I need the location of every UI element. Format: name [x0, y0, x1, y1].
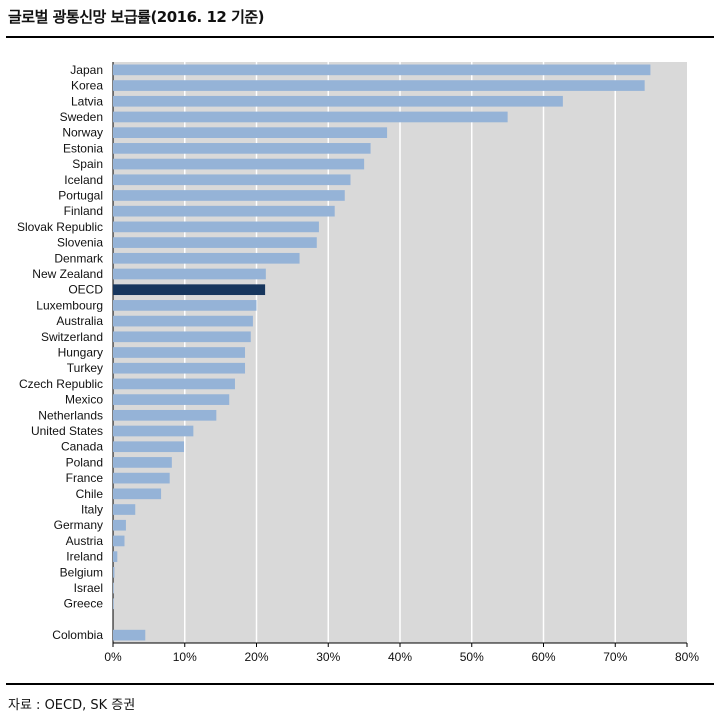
bar-greece: [113, 598, 114, 610]
bar-united-states: [113, 425, 194, 437]
category-label-chile: Chile: [76, 487, 104, 501]
bar-switzerland: [113, 331, 251, 343]
bar-sweden: [113, 111, 508, 123]
category-label-finland: Finland: [64, 204, 103, 218]
bar-belgium: [113, 566, 115, 578]
bar-norway: [113, 127, 388, 139]
category-label-austria: Austria: [66, 534, 104, 548]
bar-iceland: [113, 174, 351, 186]
chart-title: 글로벌 광통신망 보급률(2016. 12 기준): [8, 8, 265, 26]
bar-slovak-republic: [113, 221, 319, 233]
category-label-hungary: Hungary: [58, 346, 103, 360]
category-label-denmark: Denmark: [54, 251, 104, 265]
tick-label-60: 60%: [531, 650, 555, 664]
category-label-slovak-republic: Slovak Republic: [17, 220, 103, 234]
category-label-korea: Korea: [71, 79, 103, 93]
category-label-luxembourg: Luxembourg: [36, 298, 103, 312]
bar-japan: [113, 64, 651, 76]
top-rule: [6, 36, 714, 38]
category-label-estonia: Estonia: [63, 141, 103, 155]
bottom-rule: [6, 683, 714, 685]
category-label-japan: Japan: [70, 63, 103, 77]
category-label-oecd: OECD: [68, 283, 103, 297]
bar-austria: [113, 535, 125, 547]
bar-slovenia: [113, 237, 317, 248]
bar-ireland: [113, 551, 118, 562]
category-label-spain: Spain: [72, 157, 103, 171]
category-label-mexico: Mexico: [65, 393, 103, 407]
bar-estonia: [113, 143, 371, 154]
category-label-sweden: Sweden: [60, 110, 103, 124]
category-label-greece: Greece: [64, 597, 104, 611]
category-label-switzerland: Switzerland: [41, 330, 103, 344]
bar-luxembourg: [113, 300, 257, 311]
category-label-italy: Italy: [81, 503, 103, 517]
category-label-turkey: Turkey: [67, 361, 103, 375]
bar-new-zealand: [113, 268, 266, 280]
category-label-colombia: Colombia: [52, 628, 103, 642]
bar-latvia: [113, 95, 563, 107]
bar-oecd: [113, 284, 266, 296]
bar-turkey: [113, 362, 246, 374]
category-label-new-zealand: New Zealand: [32, 267, 103, 281]
bar-italy: [113, 504, 136, 515]
category-label-australia: Australia: [56, 314, 103, 328]
category-label-germany: Germany: [54, 518, 103, 532]
category-label-ireland: Ireland: [66, 550, 103, 564]
tick-label-40: 40%: [388, 650, 412, 664]
category-label-czech-republic: Czech Republic: [19, 377, 103, 391]
bar-canada: [113, 441, 185, 453]
tick-label-30: 30%: [316, 650, 340, 664]
bars: [113, 64, 651, 641]
tick-label-70: 70%: [603, 650, 627, 664]
bar-colombia: [113, 629, 146, 641]
category-label-slovenia: Slovenia: [57, 236, 103, 250]
category-label-iceland: Iceland: [64, 173, 103, 187]
category-label-netherlands: Netherlands: [38, 408, 103, 422]
category-label-france: France: [66, 471, 104, 485]
category-label-belgium: Belgium: [60, 565, 103, 579]
tick-label-80: 80%: [675, 650, 699, 664]
bar-czech-republic: [113, 378, 235, 390]
category-label-israel: Israel: [74, 581, 103, 595]
bar-mexico: [113, 394, 230, 405]
tick-label-10: 10%: [173, 650, 197, 664]
category-label-poland: Poland: [66, 455, 103, 469]
category-label-portugal: Portugal: [58, 188, 103, 202]
category-label-united-states: United States: [31, 424, 103, 438]
bar-portugal: [113, 190, 345, 201]
bar-france: [113, 472, 170, 484]
category-label-norway: Norway: [62, 126, 103, 140]
bar-hungary: [113, 347, 246, 358]
source-note: 자료 : OECD, SK 증권: [8, 698, 136, 713]
bar-australia: [113, 315, 253, 327]
bar-finland: [113, 205, 335, 217]
bar-spain: [113, 158, 365, 170]
bar-germany: [113, 519, 126, 531]
tick-label-50: 50%: [460, 650, 484, 664]
bar-chile: [113, 488, 162, 500]
bar-israel: [113, 582, 114, 594]
category-label-latvia: Latvia: [71, 94, 103, 108]
bar-denmark: [113, 252, 300, 264]
category-label-canada: Canada: [61, 440, 103, 454]
bar-korea: [113, 80, 645, 91]
bar-poland: [113, 457, 172, 468]
bar-netherlands: [113, 409, 217, 421]
x-tick-labels: 0% 10% 20% 30% 40% 50% 60% 70% 80%: [104, 643, 699, 664]
tick-label-20: 20%: [244, 650, 268, 664]
tick-label-0: 0%: [104, 650, 122, 664]
